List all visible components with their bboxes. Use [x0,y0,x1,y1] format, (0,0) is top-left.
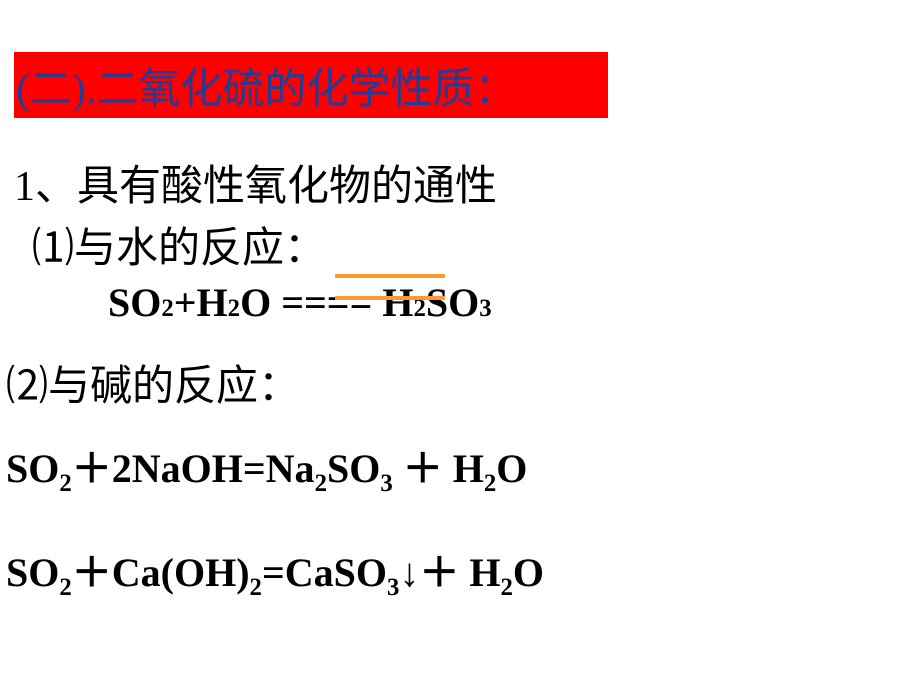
eq2-part: O [496,446,527,491]
equation-so2-naoh: SO2＋2NaOH=Na2SO3 ＋ H2O [6,436,527,494]
eq3-sub: 2 [250,574,262,601]
eq2-sub: 2 [484,470,496,497]
eq2-sub: 3 [380,470,392,497]
eq2-part: SO [327,446,380,491]
arrow-bottom [335,296,445,300]
eq2-part: ＋ H [393,446,484,491]
equilibrium-arrows-icon [335,274,445,300]
item-2-label: ⑵与碱的反应： [6,352,300,413]
slide: (二).二氧化硫的化学性质： 1、具有酸性氧化物的通性 ⑴与水的反应： SO2+… [0,0,920,690]
subsection-1-heading: 1、具有酸性氧化物的通性 [14,152,497,213]
eq1-part: SO [108,279,161,326]
eq3-part: SO [6,550,59,595]
eq2-part: SO [6,446,59,491]
section-header-title: (二).二氧化硫的化学性质： [16,55,516,116]
eq2-part: ＋2NaOH=Na [72,446,315,491]
eq1-part: +H [174,279,228,326]
section-header-bar: (二).二氧化硫的化学性质： [14,52,608,118]
eq3-part: O [513,550,544,595]
item-1-label: ⑴与水的反应： [32,214,326,275]
eq3-sub: 3 [387,574,399,601]
arrow-top [335,274,445,278]
eq3-part: ＋Ca(OH) [72,550,250,595]
eq3-part: ↓＋ H [399,550,500,595]
eq3-part: =CaSO [262,550,387,595]
equation-so2-caoh2: SO2＋Ca(OH)2=CaSO3↓＋ H2O [6,540,544,598]
eq2-sub: 2 [315,470,327,497]
eq3-sub: 2 [59,574,71,601]
eq3-sub: 2 [501,574,513,601]
eq2-sub: 2 [59,470,71,497]
